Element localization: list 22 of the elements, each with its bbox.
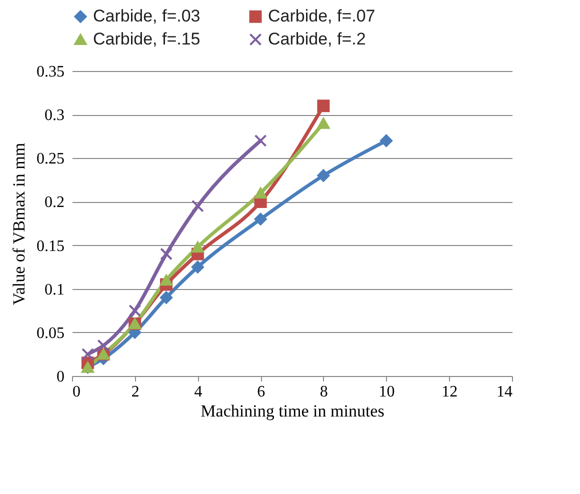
legend-label: Carbide, f=.07 (268, 6, 376, 26)
y-tick-label: 0.2 (44, 194, 64, 212)
y-tick-label: 0.1 (44, 281, 64, 298)
legend-label: Carbide, f=.2 (268, 30, 366, 48)
y-tick-label: 0.35 (36, 64, 64, 80)
legend-label: Carbide, f=.03 (93, 6, 200, 26)
y-tick-label: 0.3 (44, 107, 64, 124)
x-tick-label: 6 (257, 384, 266, 400)
x-tick-label: 14 (496, 384, 512, 400)
y-tick-label: 0.05 (36, 324, 64, 342)
x-tick-label: 2 (131, 384, 140, 400)
y-tick-label: 0.15 (36, 238, 64, 255)
y-tick-label: 0 (56, 368, 64, 386)
x-tick-label: 10 (378, 384, 395, 400)
legend-label: Carbide, f=.15 (93, 30, 200, 48)
x-tick-label: 0 (72, 384, 80, 400)
y-axis-title: Value of VBmax in mm (10, 142, 28, 306)
y-tick-label: 0.25 (36, 150, 64, 168)
x-axis-title: Machining time in minutes (200, 402, 384, 420)
x-tick-label: 12 (442, 384, 458, 400)
x-tick-label: 4 (194, 384, 202, 400)
x-tick-label: 8 (320, 384, 328, 400)
